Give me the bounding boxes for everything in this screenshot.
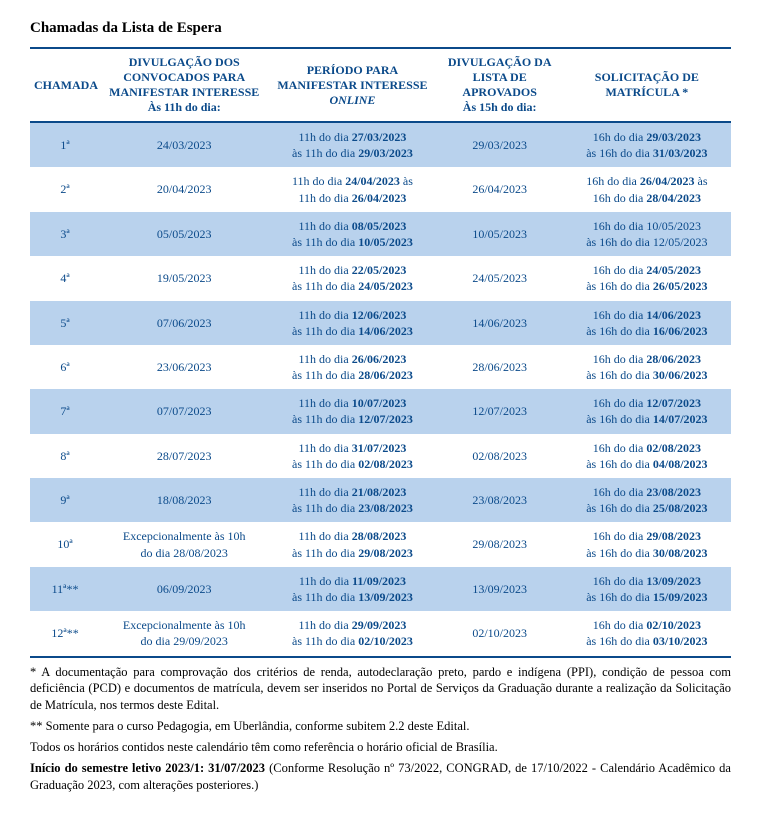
cell-solicitacao: 16h do dia 29/08/2023às 16h do dia 30/08… <box>563 522 731 566</box>
cell-divulgacao-convocados: Excepcionalmente às 10hdo dia 28/08/2023 <box>100 522 268 566</box>
table-row: 1ª24/03/202311h do dia 27/03/2023às 11h … <box>30 122 731 167</box>
footnotes: * A documentação para comprovação dos cr… <box>30 664 731 794</box>
cell-divulgacao-convocados: 20/04/2023 <box>100 167 268 211</box>
cell-periodo: 11h do dia 10/07/2023às 11h do dia 12/07… <box>268 389 436 433</box>
table-body: 1ª24/03/202311h do dia 27/03/2023às 11h … <box>30 122 731 657</box>
header-divulgacao-aprovados: DIVULGAÇÃO DA LISTA DE APROVADOS Às 15h … <box>437 48 563 122</box>
cell-periodo: 11h do dia 26/06/2023às 11h do dia 28/06… <box>268 345 436 389</box>
cell-chamada: 5ª <box>30 301 100 345</box>
table-row: 10ªExcepcionalmente às 10hdo dia 28/08/2… <box>30 522 731 566</box>
cell-divulgacao-convocados: 07/07/2023 <box>100 389 268 433</box>
cell-chamada: 6ª <box>30 345 100 389</box>
cell-aprovados: 29/08/2023 <box>437 522 563 566</box>
cell-solicitacao: 16h do dia 12/07/2023às 16h do dia 14/07… <box>563 389 731 433</box>
cell-chamada: 10ª <box>30 522 100 566</box>
table-row: 11ª**06/09/202311h do dia 11/09/2023às 1… <box>30 567 731 611</box>
cell-periodo: 11h do dia 24/04/2023 às11h do dia 26/04… <box>268 167 436 211</box>
cell-divulgacao-convocados: Excepcionalmente às 10hdo dia 29/09/2023 <box>100 611 268 656</box>
header-text: DIVULGAÇÃO DA LISTA DE APROVADOS <box>448 55 552 99</box>
footnote-4: Início do semestre letivo 2023/1: 31/07/… <box>30 760 731 794</box>
cell-periodo: 11h do dia 11/09/2023às 11h do dia 13/09… <box>268 567 436 611</box>
cell-aprovados: 24/05/2023 <box>437 256 563 300</box>
cell-aprovados: 12/07/2023 <box>437 389 563 433</box>
header-subtext: Às 15h do dia: <box>441 100 559 115</box>
header-periodo: PERÍODO PARA MANIFESTAR INTERESSE ONLINE <box>268 48 436 122</box>
header-chamada: CHAMADA <box>30 48 100 122</box>
cell-aprovados: 02/10/2023 <box>437 611 563 656</box>
cell-divulgacao-convocados: 06/09/2023 <box>100 567 268 611</box>
footnote-4-bold: Início do semestre letivo 2023/1: 31/07/… <box>30 761 265 775</box>
cell-solicitacao: 16h do dia 13/09/2023às 16h do dia 15/09… <box>563 567 731 611</box>
header-text: DIVULGAÇÃO DOS CONVOCADOS PARA MANIFESTA… <box>109 55 259 99</box>
footnote-3: Todos os horários contidos neste calendá… <box>30 739 731 756</box>
cell-solicitacao: 16h do dia 28/06/2023às 16h do dia 30/06… <box>563 345 731 389</box>
cell-chamada: 11ª** <box>30 567 100 611</box>
cell-solicitacao: 16h do dia 26/04/2023 às16h do dia 28/04… <box>563 167 731 211</box>
waitlist-table: CHAMADA DIVULGAÇÃO DOS CONVOCADOS PARA M… <box>30 47 731 658</box>
cell-divulgacao-convocados: 18/08/2023 <box>100 478 268 522</box>
cell-chamada: 4ª <box>30 256 100 300</box>
cell-aprovados: 14/06/2023 <box>437 301 563 345</box>
cell-solicitacao: 16h do dia 02/10/2023às 16h do dia 03/10… <box>563 611 731 656</box>
cell-aprovados: 29/03/2023 <box>437 122 563 167</box>
cell-divulgacao-convocados: 05/05/2023 <box>100 212 268 256</box>
cell-divulgacao-convocados: 24/03/2023 <box>100 122 268 167</box>
cell-periodo: 11h do dia 27/03/2023às 11h do dia 29/03… <box>268 122 436 167</box>
cell-chamada: 1ª <box>30 122 100 167</box>
cell-divulgacao-convocados: 28/07/2023 <box>100 434 268 478</box>
table-row: 8ª28/07/202311h do dia 31/07/2023às 11h … <box>30 434 731 478</box>
cell-chamada: 9ª <box>30 478 100 522</box>
cell-periodo: 11h do dia 22/05/2023às 11h do dia 24/05… <box>268 256 436 300</box>
cell-divulgacao-convocados: 19/05/2023 <box>100 256 268 300</box>
cell-solicitacao: 16h do dia 10/05/2023às 16h do dia 12/05… <box>563 212 731 256</box>
cell-aprovados: 23/08/2023 <box>437 478 563 522</box>
cell-periodo: 11h do dia 21/08/2023às 11h do dia 23/08… <box>268 478 436 522</box>
cell-aprovados: 13/09/2023 <box>437 567 563 611</box>
cell-periodo: 11h do dia 08/05/2023às 11h do dia 10/05… <box>268 212 436 256</box>
table-row: 5ª07/06/202311h do dia 12/06/2023às 11h … <box>30 301 731 345</box>
table-header: CHAMADA DIVULGAÇÃO DOS CONVOCADOS PARA M… <box>30 48 731 122</box>
cell-aprovados: 28/06/2023 <box>437 345 563 389</box>
cell-chamada: 2ª <box>30 167 100 211</box>
cell-divulgacao-convocados: 23/06/2023 <box>100 345 268 389</box>
table-row: 12ª**Excepcionalmente às 10hdo dia 29/09… <box>30 611 731 656</box>
header-online: ONLINE <box>329 93 375 107</box>
cell-periodo: 11h do dia 29/09/2023às 11h do dia 02/10… <box>268 611 436 656</box>
header-text: PERÍODO PARA MANIFESTAR INTERESSE <box>277 63 427 92</box>
page-title: Chamadas da Lista de Espera <box>30 20 731 37</box>
cell-solicitacao: 16h do dia 29/03/2023às 16h do dia 31/03… <box>563 122 731 167</box>
table-row: 3ª05/05/202311h do dia 08/05/2023às 11h … <box>30 212 731 256</box>
cell-aprovados: 26/04/2023 <box>437 167 563 211</box>
cell-periodo: 11h do dia 31/07/2023às 11h do dia 02/08… <box>268 434 436 478</box>
cell-solicitacao: 16h do dia 02/08/2023às 16h do dia 04/08… <box>563 434 731 478</box>
footnote-2: ** Somente para o curso Pedagogia, em Ub… <box>30 718 731 735</box>
cell-solicitacao: 16h do dia 23/08/2023às 16h do dia 25/08… <box>563 478 731 522</box>
table-row: 9ª18/08/202311h do dia 21/08/2023às 11h … <box>30 478 731 522</box>
cell-chamada: 7ª <box>30 389 100 433</box>
table-row: 7ª07/07/202311h do dia 10/07/2023às 11h … <box>30 389 731 433</box>
cell-aprovados: 10/05/2023 <box>437 212 563 256</box>
cell-chamada: 12ª** <box>30 611 100 656</box>
cell-solicitacao: 16h do dia 24/05/2023às 16h do dia 26/05… <box>563 256 731 300</box>
cell-divulgacao-convocados: 07/06/2023 <box>100 301 268 345</box>
table-row: 6ª23/06/202311h do dia 26/06/2023às 11h … <box>30 345 731 389</box>
cell-periodo: 11h do dia 12/06/2023às 11h do dia 14/06… <box>268 301 436 345</box>
header-subtext: Às 11h do dia: <box>104 100 264 115</box>
table-row: 2ª20/04/202311h do dia 24/04/2023 às11h … <box>30 167 731 211</box>
cell-chamada: 3ª <box>30 212 100 256</box>
footnote-1: * A documentação para comprovação dos cr… <box>30 664 731 715</box>
cell-periodo: 11h do dia 28/08/2023às 11h do dia 29/08… <box>268 522 436 566</box>
cell-solicitacao: 16h do dia 14/06/2023às 16h do dia 16/06… <box>563 301 731 345</box>
header-divulgacao-convocados: DIVULGAÇÃO DOS CONVOCADOS PARA MANIFESTA… <box>100 48 268 122</box>
header-solicitacao: SOLICITAÇÃO DE MATRÍCULA * <box>563 48 731 122</box>
cell-aprovados: 02/08/2023 <box>437 434 563 478</box>
cell-chamada: 8ª <box>30 434 100 478</box>
table-row: 4ª19/05/202311h do dia 22/05/2023às 11h … <box>30 256 731 300</box>
